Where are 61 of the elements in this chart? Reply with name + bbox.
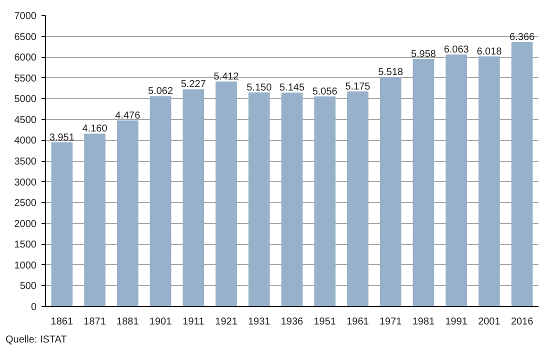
x-tick-label: 2001 bbox=[478, 316, 501, 328]
data-label: 5.227 bbox=[180, 79, 206, 90]
bar bbox=[314, 96, 336, 306]
data-label: 3.951 bbox=[49, 132, 75, 144]
y-tick-label: 7000 bbox=[14, 11, 37, 22]
bar bbox=[347, 91, 368, 306]
x-tick-label: 1981 bbox=[412, 316, 436, 328]
bar bbox=[446, 54, 468, 306]
x-tick-label: 1881 bbox=[116, 316, 140, 328]
bar bbox=[150, 96, 172, 306]
y-tick-label: 2500 bbox=[14, 198, 37, 210]
x-tick-label: 1951 bbox=[314, 316, 336, 328]
data-label: 5.412 bbox=[214, 72, 240, 83]
data-label: 5.145 bbox=[279, 82, 305, 94]
data-label: 6.018 bbox=[476, 46, 502, 58]
bar bbox=[116, 120, 138, 306]
y-tick-label: 500 bbox=[20, 281, 37, 292]
bar bbox=[478, 56, 500, 306]
y-tick-label: 1500 bbox=[14, 240, 37, 251]
bar bbox=[248, 92, 270, 306]
data-label: 5.518 bbox=[378, 67, 404, 78]
y-tick-label: 4000 bbox=[14, 136, 37, 147]
data-label: 4.160 bbox=[82, 124, 108, 135]
x-tick-label: 1911 bbox=[182, 316, 205, 328]
y-tick-label: 0 bbox=[30, 302, 37, 313]
x-tick-label: 1921 bbox=[215, 316, 238, 328]
bar bbox=[412, 58, 434, 306]
bar bbox=[51, 142, 73, 306]
x-tick-label: 1871 bbox=[84, 316, 106, 328]
bar bbox=[281, 92, 303, 306]
y-tick-label: 6000 bbox=[14, 52, 37, 64]
data-label: 5.056 bbox=[312, 86, 338, 98]
y-tick-label: 3500 bbox=[14, 156, 37, 168]
y-tick-label: 1000 bbox=[14, 260, 37, 272]
bar bbox=[182, 89, 204, 306]
x-tick-label: 1936 bbox=[280, 316, 304, 328]
bar bbox=[84, 134, 106, 306]
bar bbox=[380, 77, 402, 306]
y-tick-label: 3000 bbox=[14, 177, 37, 188]
bar bbox=[511, 42, 533, 306]
y-tick-label: 2000 bbox=[14, 218, 37, 230]
bar bbox=[216, 82, 237, 306]
data-label: 5.958 bbox=[410, 48, 436, 60]
data-label: 6.366 bbox=[510, 32, 536, 43]
source-note: Quelle: ISTAT bbox=[6, 334, 67, 346]
x-tick-label: 1861 bbox=[50, 316, 74, 328]
data-label: 5.175 bbox=[345, 81, 371, 92]
y-tick-label: 5500 bbox=[14, 73, 37, 84]
x-tick-label: 1971 bbox=[379, 316, 402, 328]
data-label: 4.476 bbox=[115, 110, 141, 122]
data-label: 6.063 bbox=[444, 44, 470, 56]
x-tick-label: 1901 bbox=[149, 316, 172, 328]
x-tick-label: 1961 bbox=[346, 316, 370, 328]
data-label: 5.150 bbox=[246, 82, 272, 94]
x-tick-label: 2016 bbox=[510, 316, 534, 328]
y-tick-label: 4500 bbox=[14, 114, 37, 126]
data-label: 5.062 bbox=[148, 86, 174, 98]
x-tick-label: 1991 bbox=[445, 316, 468, 328]
y-tick-label: 6500 bbox=[14, 32, 37, 43]
x-tick-label: 1931 bbox=[248, 316, 271, 328]
y-tick-label: 5000 bbox=[14, 94, 37, 106]
